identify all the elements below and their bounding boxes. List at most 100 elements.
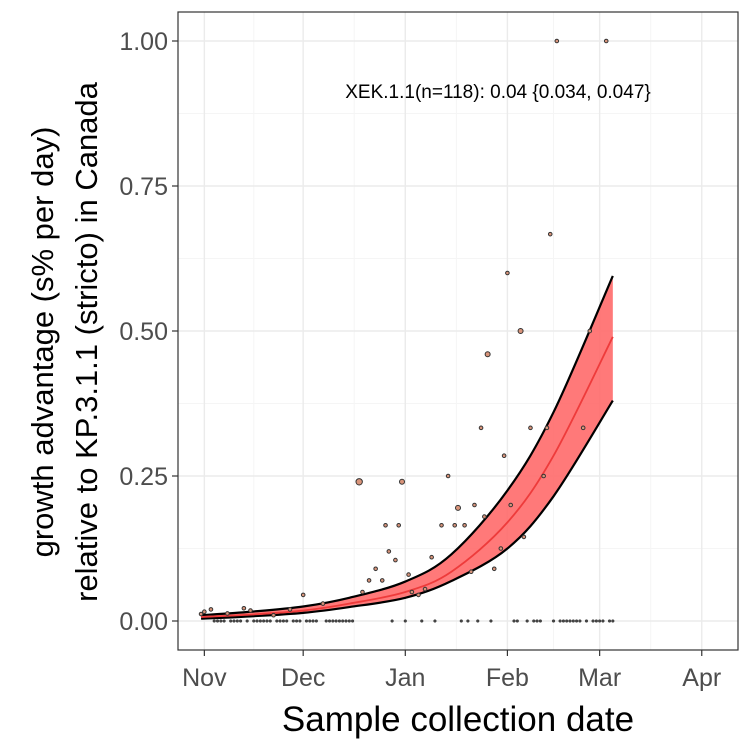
data-point — [541, 473, 546, 479]
data-point — [232, 619, 236, 623]
data-point — [399, 478, 405, 485]
data-point — [462, 523, 467, 528]
data-point — [484, 351, 491, 358]
data-point — [538, 619, 542, 623]
x-tick-label: Feb — [486, 664, 529, 692]
data-point — [304, 619, 309, 623]
data-point — [255, 619, 259, 623]
data-point — [229, 619, 233, 623]
data-point — [334, 619, 338, 623]
data-point — [429, 554, 434, 560]
data-point — [390, 619, 394, 623]
data-point — [308, 619, 312, 623]
data-point — [528, 425, 533, 431]
data-point — [294, 619, 299, 623]
data-point — [578, 619, 582, 623]
data-point — [311, 619, 315, 623]
data-point — [252, 619, 256, 623]
data-point — [271, 612, 276, 618]
data-point — [472, 502, 477, 508]
y-axis-title-line1: growth advantage (s% per day) — [25, 127, 60, 558]
data-point — [235, 619, 239, 623]
data-point — [262, 619, 266, 623]
data-point — [324, 619, 328, 623]
data-point — [601, 619, 605, 623]
y-axis-title-line2: relative to KP.3.1.1 (stricto) in Canada — [69, 81, 104, 602]
data-point — [360, 589, 365, 595]
x-axis-title: Sample collection date — [282, 700, 634, 739]
x-tick-label: Nov — [182, 664, 227, 692]
data-point — [416, 592, 421, 598]
data-point — [498, 546, 504, 551]
data-point — [611, 619, 615, 623]
data-point — [535, 619, 539, 623]
confidence-band — [201, 275, 613, 619]
data-point — [298, 619, 302, 623]
data-point — [241, 605, 247, 611]
data-point — [258, 619, 262, 623]
x-tick-label: Mar — [578, 664, 621, 692]
x-axis-ticks: Nov Dec Jan Feb Mar Apr — [182, 650, 721, 692]
data-point — [433, 619, 437, 623]
y-tick-label: 0.00 — [119, 608, 168, 636]
data-point — [515, 619, 519, 623]
data-point — [300, 592, 306, 598]
data-point — [594, 619, 598, 623]
data-point — [355, 478, 363, 486]
data-point — [366, 578, 372, 583]
data-point — [287, 607, 293, 612]
data-point — [291, 619, 295, 623]
data-point — [331, 619, 335, 623]
data-point — [386, 549, 392, 554]
data-point — [607, 619, 612, 623]
data-point — [521, 534, 527, 540]
data-point — [347, 619, 351, 623]
data-point — [379, 578, 385, 583]
annotation-label: XEK.1.1(n=118): 0.04 {0.034, 0.047} — [345, 82, 650, 103]
data-point — [222, 619, 226, 623]
data-point — [337, 619, 342, 623]
data-point — [455, 504, 461, 511]
data-point — [554, 38, 560, 44]
x-tick-label: Jan — [385, 664, 425, 692]
data-point — [215, 619, 220, 623]
data-point — [219, 619, 223, 623]
data-points-layer — [198, 38, 615, 623]
x-tick-label: Dec — [281, 664, 325, 692]
data-point — [478, 425, 484, 431]
data-point — [603, 38, 609, 44]
data-point — [320, 601, 326, 606]
data-point — [459, 619, 463, 623]
data-point — [452, 523, 458, 528]
data-point — [512, 619, 516, 623]
data-point — [551, 619, 556, 623]
data-point — [208, 607, 214, 612]
data-point — [591, 619, 595, 623]
data-point — [508, 502, 514, 508]
data-point — [341, 619, 345, 623]
data-point — [565, 619, 569, 623]
data-point — [561, 619, 566, 623]
data-point — [482, 514, 487, 519]
data-point — [265, 619, 269, 623]
data-point — [393, 557, 398, 563]
data-point — [278, 619, 282, 623]
data-point — [344, 619, 348, 623]
data-point — [198, 611, 204, 617]
y-tick-label: 1.00 — [119, 28, 168, 56]
data-point — [517, 328, 524, 334]
data-point — [396, 523, 402, 528]
data-point — [439, 523, 444, 528]
x-tick-label: Apr — [682, 664, 721, 692]
data-point — [532, 619, 536, 623]
y-axis-ticks: 0.00 0.25 0.50 0.75 1.00 — [119, 28, 178, 636]
data-point — [468, 569, 474, 575]
data-point — [491, 566, 497, 572]
data-point — [225, 611, 230, 616]
data-point — [420, 619, 424, 623]
data-point — [466, 619, 470, 623]
data-point — [406, 572, 411, 577]
data-point — [409, 589, 415, 595]
data-point — [422, 586, 428, 592]
